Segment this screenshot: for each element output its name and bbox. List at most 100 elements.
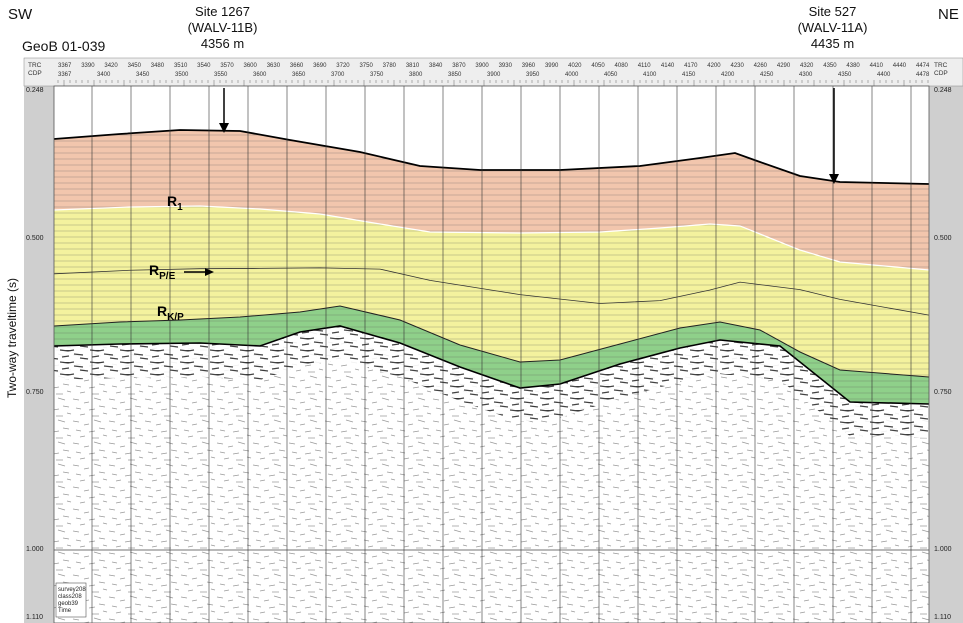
- trc-tick-label: 3390: [81, 63, 95, 69]
- cdp-tick-label: 4150: [682, 72, 696, 78]
- cdp-tick-label: 3950: [526, 72, 540, 78]
- site-1267-label: Site 1267 (WALV-11B) 4356 m: [170, 4, 275, 52]
- trc-tick-label: 3690: [313, 63, 327, 69]
- direction-sw: SW: [8, 6, 33, 23]
- cdp-tick-label: 3450: [136, 72, 150, 78]
- horizon-rkp-label: RK/P: [157, 303, 184, 323]
- basement-reflector: [53, 325, 930, 405]
- cdp-label-right: CDP: [934, 70, 948, 77]
- trc-tick-label: 3960: [522, 63, 536, 69]
- trc-tick-label: 3420: [104, 63, 118, 69]
- trc-tick-label: 3870: [452, 63, 466, 69]
- trc-tick-label: 4050: [591, 63, 605, 69]
- trc-tick-label: 3900: [475, 63, 489, 69]
- site-527-label: Site 527 (WALV-11A) 4435 m: [780, 4, 885, 52]
- direction-ne: NE: [938, 6, 959, 23]
- tick-left-0500: 0.500: [26, 235, 44, 242]
- site-name: Site 527: [808, 4, 857, 19]
- trc-tick-label: 4380: [846, 63, 860, 69]
- cdp-tick-label: 3850: [448, 72, 462, 78]
- site-alias: (WALV-11B): [187, 20, 258, 35]
- cdp-tick-label: 4000: [565, 72, 579, 78]
- trc-tick-label: 3990: [545, 63, 559, 69]
- trc-tick-label: 3840: [429, 63, 443, 69]
- trc-tick-label: 3450: [128, 63, 142, 69]
- horizon-rpe-label: RP/E: [149, 262, 176, 282]
- tick-right-0750: 0.750: [934, 389, 952, 396]
- trc-tick-label: 3540: [197, 63, 211, 69]
- cdp-tick-label: 3500: [175, 72, 189, 78]
- right-scale-panel: [929, 86, 963, 623]
- horizon-rkp-line: [53, 305, 930, 378]
- trc-tick-label: 4474: [916, 63, 930, 69]
- cdp-tick-label: 3600: [253, 72, 267, 78]
- site-527-arrow: [829, 88, 839, 184]
- cdp-tick-label: 3650: [292, 72, 306, 78]
- info-line: class208: [58, 594, 82, 600]
- trc-label-right: TRC: [934, 62, 948, 69]
- site-1267-arrow: [219, 88, 229, 133]
- water-column: [54, 86, 929, 184]
- trc-tick-label: 3720: [336, 63, 350, 69]
- tick-right-1000: 1.000: [934, 546, 952, 553]
- site-depth: 4356 m: [200, 36, 245, 51]
- trc-tick-label: 4170: [684, 63, 698, 69]
- trc-tick-label: 3810: [406, 63, 420, 69]
- cdp-tick-label: 4478: [916, 72, 930, 78]
- strata-texture: [54, 130, 929, 404]
- trc-tick-label: 3780: [383, 63, 397, 69]
- trc-tick-label: 3510: [174, 63, 188, 69]
- site-name: Site 1267: [195, 4, 250, 19]
- trc-tick-label: 3600: [244, 63, 258, 69]
- horizon-rpe-line: [53, 267, 930, 316]
- trc-tick-label: 4350: [823, 63, 837, 69]
- cdp-tick-label: 3700: [331, 72, 345, 78]
- tick-right-0248: 0.248: [934, 87, 952, 94]
- tick-left-1110: 1.110: [26, 614, 43, 621]
- line-name: GeoB 01-039: [22, 38, 106, 54]
- trc-tick-label: 3660: [290, 63, 304, 69]
- trc-tick-label: 4110: [638, 63, 652, 69]
- trc-label-left: TRC: [28, 62, 42, 69]
- rpe-pointer-arrow: [184, 268, 214, 276]
- trc-tick-label: 4230: [730, 63, 744, 69]
- trc-tick-label: 4200: [707, 63, 721, 69]
- tick-left-0248: 0.248: [26, 87, 44, 94]
- info-line: geob39: [58, 601, 79, 607]
- cdp-tick-label: 4400: [877, 72, 891, 78]
- cdp-tick-label: 3750: [370, 72, 384, 78]
- trc-tick-label: 4260: [754, 63, 768, 69]
- reflective-basement: [54, 326, 929, 438]
- cdp-tick-label: 4300: [799, 72, 813, 78]
- left-scale-panel: [24, 86, 54, 623]
- trc-tick-label: 3750: [359, 63, 373, 69]
- trc-tick-label: 4320: [800, 63, 814, 69]
- data-frame: [53, 85, 930, 623]
- horizon-r1-line: [53, 205, 930, 271]
- trc-tick-label: 4440: [893, 63, 907, 69]
- info-line: survey208: [58, 587, 86, 593]
- cdp-tick-label: 4100: [643, 72, 657, 78]
- horizon-r1-label: R1: [167, 193, 183, 213]
- trc-tick-label: 4080: [615, 63, 629, 69]
- trace-grid: [91, 86, 912, 623]
- tick-left-1000: 1.000: [26, 546, 44, 553]
- cdp-tick-label: 4050: [604, 72, 618, 78]
- trc-tick-label: 4290: [777, 63, 791, 69]
- site-alias: (WALV-11A): [797, 20, 868, 35]
- trc-tick-label: 4140: [661, 63, 675, 69]
- trc-tick-label: 3630: [267, 63, 281, 69]
- info-line: Time: [58, 608, 72, 614]
- cdp-tick-label: 4350: [838, 72, 852, 78]
- tick-left-0750: 0.750: [26, 389, 44, 396]
- trc-tick-label: 3367: [58, 63, 72, 69]
- seafloor-reflector: [53, 129, 930, 185]
- tick-right-1110: 1.110: [934, 614, 951, 621]
- cdp-tick-label: 4250: [760, 72, 774, 78]
- cdp-tick-label: 3800: [409, 72, 423, 78]
- cdp-tick-label: 3550: [214, 72, 228, 78]
- cdp-label-left: CDP: [28, 70, 42, 77]
- cdp-tick-label: 4200: [721, 72, 735, 78]
- cdp-tick-label: 3400: [97, 72, 111, 78]
- trace-header-strip: [23, 57, 963, 87]
